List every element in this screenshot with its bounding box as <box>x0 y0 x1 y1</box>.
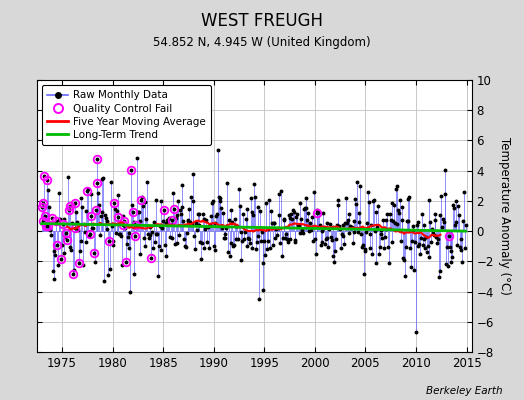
Text: 54.852 N, 4.945 W (United Kingdom): 54.852 N, 4.945 W (United Kingdom) <box>153 36 371 49</box>
Legend: Raw Monthly Data, Quality Control Fail, Five Year Moving Average, Long-Term Tren: Raw Monthly Data, Quality Control Fail, … <box>42 85 211 145</box>
Text: Berkeley Earth: Berkeley Earth <box>427 386 503 396</box>
Y-axis label: Temperature Anomaly (°C): Temperature Anomaly (°C) <box>497 137 510 295</box>
Text: WEST FREUGH: WEST FREUGH <box>201 12 323 30</box>
